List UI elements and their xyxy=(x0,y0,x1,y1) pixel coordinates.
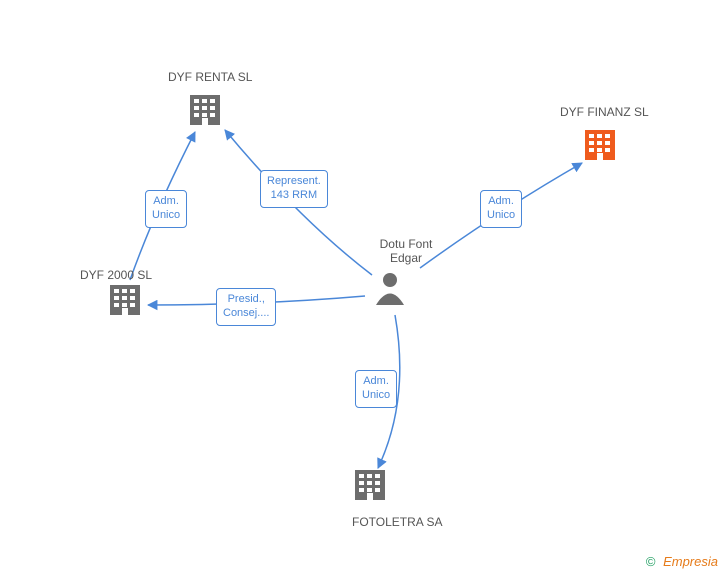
node-center[interactable] xyxy=(376,273,404,305)
node-label-center: Dotu FontEdgar xyxy=(366,237,446,265)
edge-label-e_2000_center: Presid.,Consej.... xyxy=(216,288,276,326)
node-label-fotoletra: FOTOLETRA SA xyxy=(352,515,442,529)
copyright-symbol: © xyxy=(646,554,656,569)
edge-label-e_finanz: Adm.Unico xyxy=(480,190,522,228)
brand-name: Empresia xyxy=(663,554,718,569)
node-label-dyf_finanz: DYF FINANZ SL xyxy=(560,105,649,119)
edge-label-e_2000_renta: Adm.Unico xyxy=(145,190,187,228)
node-label-dyf_renta: DYF RENTA SL xyxy=(168,70,252,84)
node-dyf_renta[interactable] xyxy=(190,95,220,125)
edge-label-e_fotoletra: Adm.Unico xyxy=(355,370,397,408)
edge-label-e_renta: Represent.143 RRM xyxy=(260,170,328,208)
node-fotoletra[interactable] xyxy=(355,470,385,500)
node-dyf_2000[interactable] xyxy=(110,285,140,315)
node-label-dyf_2000: DYF 2000 SL xyxy=(80,268,152,282)
node-dyf_finanz[interactable] xyxy=(585,130,615,160)
network-canvas xyxy=(0,0,728,575)
footer-brand: © Empresia xyxy=(646,554,718,569)
